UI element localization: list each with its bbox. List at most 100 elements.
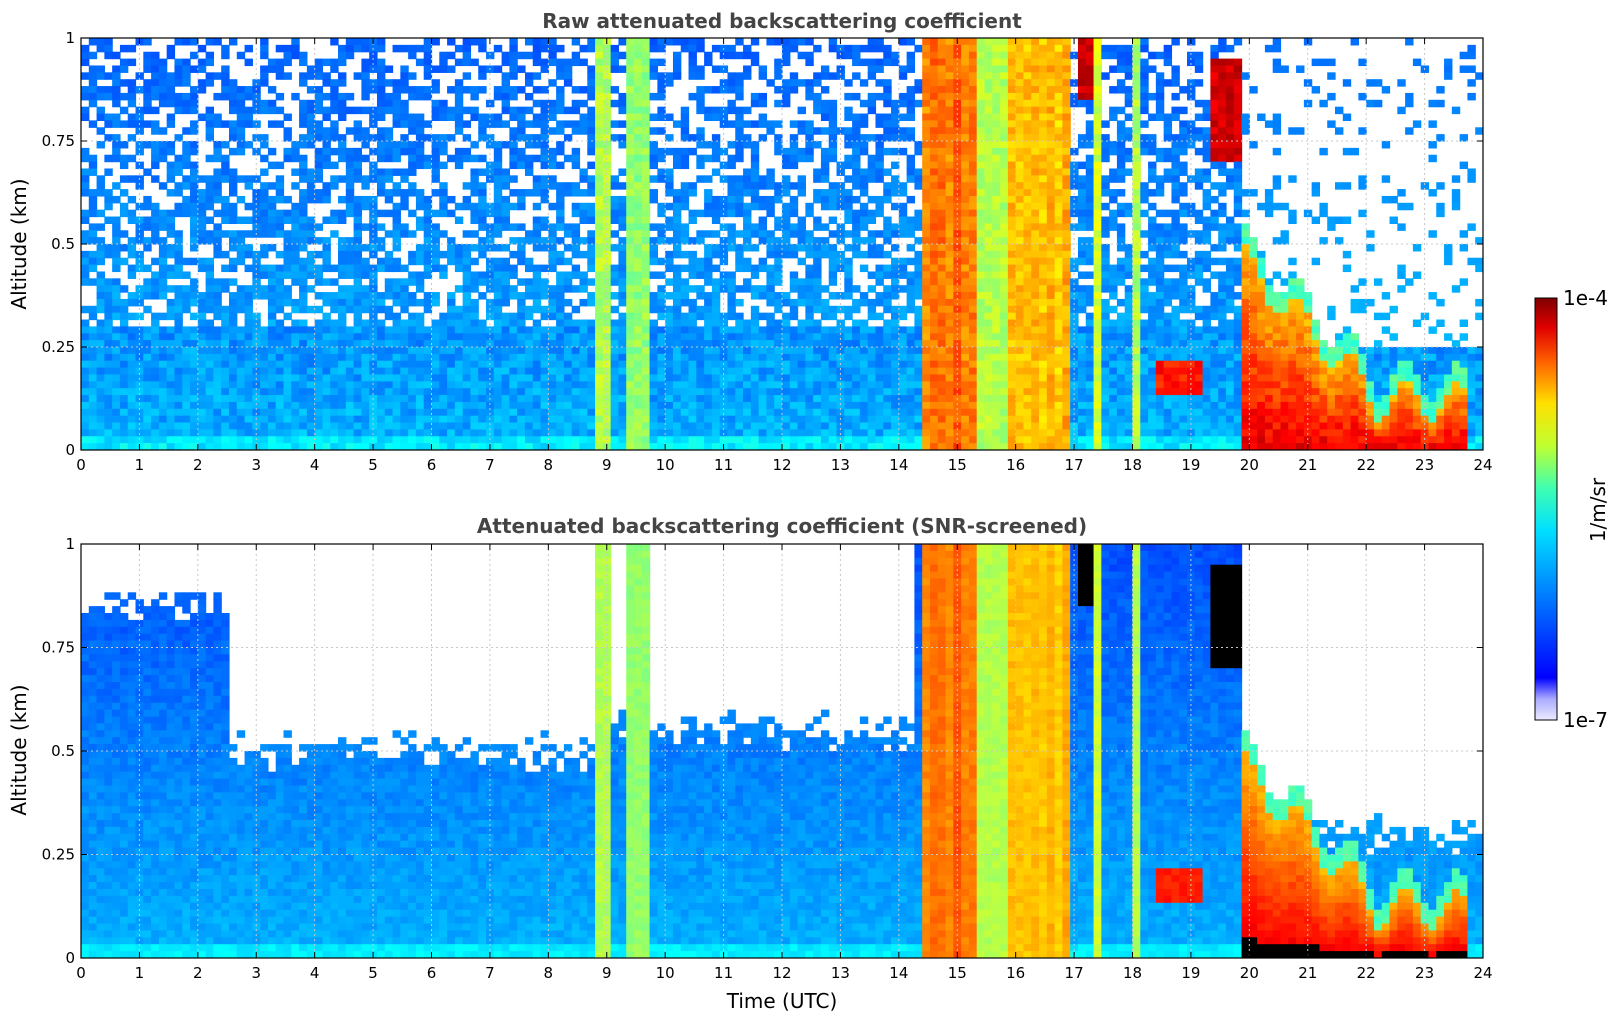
heatmap-cell bbox=[228, 147, 238, 156]
heatmap-cell bbox=[493, 257, 503, 266]
heatmap-cell bbox=[135, 422, 144, 430]
heatmap-cell bbox=[556, 360, 565, 369]
heatmap-cell bbox=[478, 278, 487, 286]
heatmap-cell bbox=[486, 388, 495, 396]
heatmap-cell bbox=[524, 51, 534, 60]
heatmap-cell bbox=[867, 38, 877, 46]
heatmap-cell bbox=[665, 347, 674, 355]
heatmap-cell bbox=[96, 257, 105, 266]
heatmap-cell bbox=[711, 209, 721, 218]
heatmap-cell bbox=[579, 44, 588, 53]
heatmap-cell bbox=[182, 340, 191, 348]
heatmap-cell bbox=[929, 230, 939, 238]
heatmap-cell bbox=[789, 285, 799, 293]
heatmap-cell bbox=[875, 388, 884, 396]
heatmap-cell bbox=[626, 189, 635, 197]
heatmap-cell bbox=[408, 92, 417, 101]
heatmap-cell bbox=[696, 443, 705, 450]
heatmap-cell bbox=[859, 175, 869, 183]
heatmap-cell bbox=[439, 58, 448, 67]
heatmap-cell bbox=[532, 395, 542, 403]
heatmap-cell bbox=[88, 168, 98, 176]
heatmap-cell bbox=[711, 333, 721, 341]
heatmap-cell bbox=[501, 99, 510, 108]
heatmap-cell bbox=[228, 189, 238, 197]
heatmap-cell bbox=[657, 237, 666, 245]
heatmap-cell bbox=[517, 223, 526, 231]
heatmap-cell bbox=[532, 120, 542, 128]
heatmap-cell bbox=[127, 429, 137, 437]
heatmap-cell bbox=[634, 65, 643, 73]
heatmap-cell bbox=[338, 216, 347, 224]
heatmap-cell bbox=[470, 305, 479, 314]
heatmap-cell bbox=[96, 353, 105, 362]
heatmap-cell bbox=[789, 250, 799, 259]
heatmap-cell bbox=[805, 38, 814, 46]
heatmap-cell bbox=[571, 388, 581, 396]
heatmap-cell bbox=[906, 86, 916, 94]
heatmap-cell bbox=[719, 312, 729, 321]
heatmap-cell bbox=[314, 319, 324, 327]
heatmap-cell bbox=[937, 99, 947, 108]
heatmap-cell bbox=[797, 374, 806, 382]
heatmap-cell bbox=[228, 244, 238, 252]
heatmap-cell bbox=[275, 360, 285, 369]
heatmap-cell bbox=[345, 360, 355, 369]
heatmap-cell bbox=[439, 189, 448, 197]
heatmap-cell bbox=[844, 127, 853, 135]
heatmap-cell bbox=[439, 401, 448, 410]
heatmap-cell bbox=[322, 353, 331, 362]
heatmap-cell bbox=[470, 209, 479, 218]
heatmap-cell bbox=[182, 147, 191, 156]
heatmap-cell bbox=[789, 340, 799, 348]
heatmap-cell bbox=[104, 374, 113, 382]
heatmap-cell bbox=[205, 333, 215, 341]
heatmap-cell bbox=[338, 92, 347, 101]
heatmap-cell bbox=[408, 86, 417, 94]
heatmap-cell bbox=[875, 38, 884, 46]
heatmap-cell bbox=[517, 429, 526, 437]
heatmap-cell bbox=[462, 106, 472, 115]
heatmap-cell bbox=[696, 44, 705, 53]
heatmap-cell bbox=[454, 257, 464, 266]
heatmap-cell bbox=[236, 244, 246, 252]
heatmap-cell bbox=[813, 429, 822, 437]
heatmap-cell bbox=[376, 347, 386, 355]
heatmap-cell bbox=[735, 106, 744, 115]
heatmap-cell bbox=[384, 127, 394, 135]
heatmap-cell bbox=[813, 168, 822, 176]
heatmap-cell bbox=[299, 264, 308, 273]
heatmap-cell bbox=[408, 422, 417, 430]
heatmap-cell bbox=[182, 285, 191, 293]
heatmap-cell bbox=[929, 44, 939, 53]
heatmap-cell bbox=[922, 285, 931, 293]
heatmap-cell bbox=[143, 415, 152, 424]
heatmap-cell bbox=[922, 374, 931, 382]
heatmap-cell bbox=[478, 408, 487, 417]
heatmap-cell bbox=[283, 436, 292, 444]
heatmap-cell bbox=[306, 106, 316, 115]
heatmap-cell bbox=[641, 141, 651, 149]
heatmap-cell bbox=[119, 408, 129, 417]
heatmap-cell bbox=[922, 147, 931, 156]
heatmap-cell bbox=[205, 271, 215, 279]
heatmap-cell bbox=[423, 92, 433, 101]
heatmap-cell bbox=[486, 401, 495, 410]
heatmap-cell bbox=[711, 415, 721, 424]
heatmap-cell bbox=[524, 408, 534, 417]
heatmap-cell bbox=[205, 408, 215, 417]
heatmap-cell bbox=[81, 401, 90, 410]
heatmap-cell bbox=[789, 271, 799, 279]
heatmap-cell bbox=[190, 202, 199, 211]
heatmap-cell bbox=[820, 147, 830, 156]
heatmap-cell bbox=[353, 422, 362, 430]
heatmap-cell bbox=[797, 292, 806, 300]
heatmap-cell bbox=[260, 189, 269, 197]
heatmap-cell bbox=[470, 168, 479, 176]
heatmap-cell bbox=[361, 347, 370, 355]
heatmap-cell bbox=[104, 429, 113, 437]
heatmap-cell bbox=[345, 209, 355, 218]
heatmap-cell bbox=[415, 202, 425, 211]
heatmap-cell bbox=[439, 436, 448, 444]
heatmap-cell bbox=[836, 381, 845, 389]
